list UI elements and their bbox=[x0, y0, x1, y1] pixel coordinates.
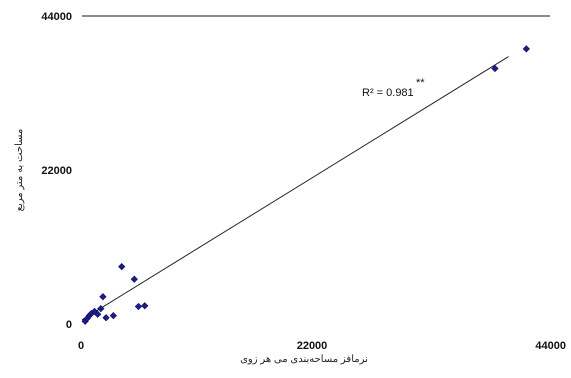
y-tick-label: 44000 bbox=[41, 11, 72, 23]
data-points bbox=[81, 45, 530, 325]
data-point bbox=[134, 302, 143, 311]
x-tick-label: 44000 bbox=[535, 340, 566, 352]
y-tick-label: 22000 bbox=[41, 165, 72, 177]
data-point bbox=[102, 314, 110, 322]
data-point bbox=[491, 64, 499, 73]
x-tick-label: 0 bbox=[78, 340, 84, 352]
data-point bbox=[130, 275, 138, 283]
tick-labels: 0 22000 44000 0 22000 44000 bbox=[41, 11, 566, 352]
x-axis-title: ﻧﺮﻣﺎﻓﺰ ﻣﺴﺎﺣﻪ‌ﺑﻨﺪی ﻣﯽ ﻫﺮ زوی bbox=[240, 354, 368, 365]
r-squared-annotation: R² = 0.981 bbox=[362, 87, 414, 99]
x-tick-label: 22000 bbox=[297, 340, 328, 352]
significance-marker: ** bbox=[416, 77, 425, 89]
trendline bbox=[81, 56, 509, 321]
data-point bbox=[141, 302, 149, 310]
data-point bbox=[522, 45, 530, 53]
data-point bbox=[97, 304, 105, 313]
y-tick-label: 0 bbox=[66, 319, 72, 331]
data-point bbox=[99, 293, 107, 301]
data-point bbox=[94, 310, 102, 318]
data-point bbox=[118, 262, 126, 271]
data-point bbox=[109, 311, 117, 320]
y-axis-title: ﻣﺴﺎﺣﺖ ﺑﻪ ﻣﺘﺮ ﻣﺮﺑﻊ bbox=[14, 129, 25, 212]
